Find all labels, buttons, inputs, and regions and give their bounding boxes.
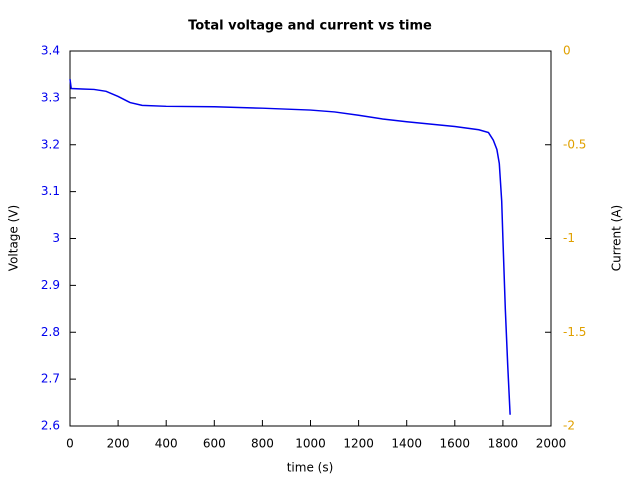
y-tick-label: 3 — [52, 231, 60, 245]
y-axis-label: Voltage (V) — [7, 205, 21, 271]
x-tick-label: 2000 — [536, 437, 567, 451]
x-tick-label: 1800 — [488, 437, 519, 451]
x-tick-label: 400 — [155, 437, 178, 451]
x-tick-label: 600 — [203, 437, 226, 451]
x-tick-label: 1000 — [295, 437, 326, 451]
y-tick-label: 2.9 — [41, 278, 60, 292]
x-tick-label: 200 — [107, 437, 130, 451]
y2-tick-label: 0 — [563, 44, 571, 58]
x-tick-label: 1200 — [343, 437, 374, 451]
y2-axis-label: Current (A) — [610, 205, 624, 271]
x-tick-label: 1600 — [440, 437, 471, 451]
chart-title: Total voltage and current vs time — [188, 19, 432, 34]
y-tick-label: 3.2 — [41, 137, 60, 151]
x-axis-label: time (s) — [287, 461, 334, 475]
y-tick-label: 2.7 — [41, 372, 60, 386]
y-tick-label: 3.4 — [41, 44, 60, 58]
y-tick-label: 2.6 — [41, 419, 60, 433]
y2-tick-label: -2 — [563, 419, 575, 433]
x-tick-label: 0 — [66, 437, 74, 451]
y2-tick-label: -1.5 — [563, 325, 586, 339]
y2-tick-label: -0.5 — [563, 137, 586, 151]
x-tick-label: 800 — [251, 437, 274, 451]
y2-tick-label: -1 — [563, 231, 575, 245]
y-tick-label: 2.8 — [41, 325, 60, 339]
x-tick-label: 1400 — [391, 437, 422, 451]
voltage-line — [69, 79, 511, 415]
y-tick-label: 3.1 — [41, 184, 60, 198]
y-tick-label: 3.3 — [41, 90, 60, 104]
